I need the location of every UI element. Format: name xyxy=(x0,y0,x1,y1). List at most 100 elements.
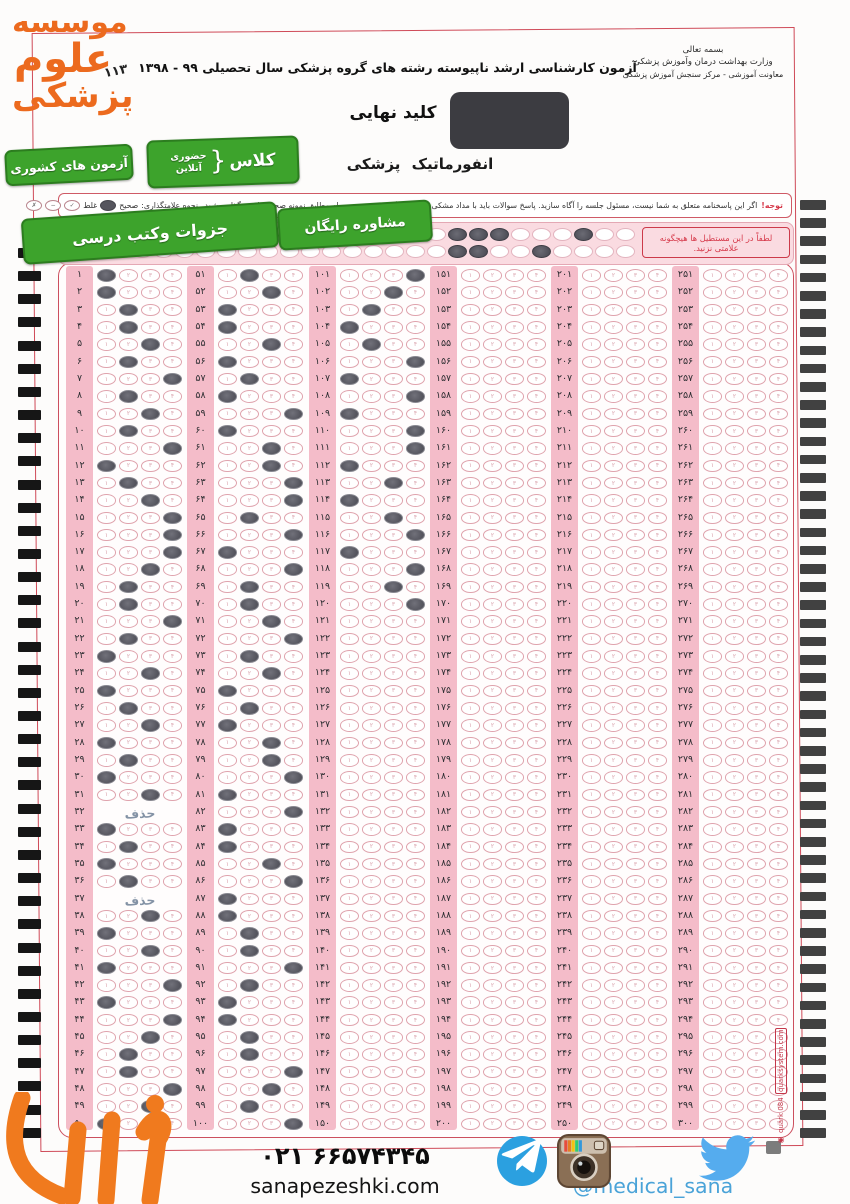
answer-bubble: ۲ xyxy=(604,511,623,524)
answer-bubble: ۳ xyxy=(505,546,524,559)
answer-bubble: ۳ xyxy=(262,1065,281,1079)
answer-bubble: ۲ xyxy=(725,511,744,524)
answer-bubble: ۲ xyxy=(240,996,259,1009)
answer-bubble: ۴ xyxy=(406,702,425,715)
question-number: ۲۵۲ xyxy=(677,286,694,298)
answer-bubble: ۳ xyxy=(384,857,403,871)
question-number: ۲۷۷ xyxy=(677,719,694,731)
answer-bubble: ۴ xyxy=(648,857,667,871)
answer-bubble: ۱ xyxy=(340,927,359,940)
answer-bubble: ۳ xyxy=(626,615,645,628)
question-number: ۲۵۶ xyxy=(677,355,694,367)
answer-bubble: ۱ xyxy=(703,1048,722,1061)
answer-bubble: ۴ xyxy=(527,979,546,992)
answer-bubble: ۴ xyxy=(163,390,182,403)
question-number: ۷۱ xyxy=(195,615,206,627)
answer-bubble: ۱ xyxy=(703,511,722,524)
answer-bubble: ۱ xyxy=(340,1065,359,1079)
answer-bubble: ۲ xyxy=(483,840,502,854)
answer-bubble: ۴ xyxy=(406,1083,425,1096)
answer-bubble: ۳ xyxy=(626,598,645,611)
answer-bubble: ۲ xyxy=(119,1100,138,1113)
question-number-column xyxy=(551,266,578,1130)
question-number: ۱۱۳ xyxy=(314,476,331,488)
answer-bubble: ۲ xyxy=(725,788,744,802)
answer-bubble: ۱ xyxy=(703,1100,722,1113)
answer-bubble: ۴ xyxy=(406,736,425,750)
question-number-column xyxy=(187,266,214,1130)
answer-bubble xyxy=(340,546,359,559)
answer-bubble: ۲ xyxy=(240,771,259,784)
answer-bubble xyxy=(340,459,359,472)
answer-bubble: ۳ xyxy=(505,424,524,438)
timing-mark xyxy=(18,271,41,282)
answer-bubble: ۳ xyxy=(747,805,766,819)
answer-bubble: ۳ xyxy=(626,1065,645,1079)
question-number: ۱۵۷ xyxy=(435,372,452,384)
answer-bubble: ۴ xyxy=(284,546,303,559)
answer-bubble xyxy=(218,355,237,369)
answer-bubble: ۳ xyxy=(626,944,645,957)
answer-bubble: ۲ xyxy=(119,615,138,628)
answer-bubble: ۲ xyxy=(119,650,138,663)
answer-bubble: ۴ xyxy=(648,338,667,351)
answer-bubble: ۲ xyxy=(362,771,381,784)
answer-bubble: ۳ xyxy=(747,303,766,317)
answer-bubble: ۱ xyxy=(340,1100,359,1113)
answer-bubble xyxy=(218,424,237,438)
timing-mark xyxy=(18,1127,41,1138)
question-number: ۱۴۳ xyxy=(314,996,331,1008)
question-number: ۱۹۰ xyxy=(435,944,452,956)
question-number: ۸۵ xyxy=(195,857,206,869)
answer-bubble: ۴ xyxy=(527,372,546,386)
answer-bubble: ۱ xyxy=(582,598,601,611)
strip-bubble xyxy=(553,228,572,241)
answer-bubble: ۴ xyxy=(163,875,182,888)
answer-bubble: ۱ xyxy=(340,563,359,576)
badge-national-label: آزمون های کشوری xyxy=(9,154,129,176)
answer-bubble: ۴ xyxy=(163,719,182,732)
answer-bubble xyxy=(141,338,160,351)
answer-bubble: ۲ xyxy=(240,754,259,767)
answer-bubble: ۴ xyxy=(527,823,546,836)
question-number: ۱۴۴ xyxy=(314,1013,331,1025)
answer-bubble: ۱ xyxy=(340,580,359,594)
answer-bubble: ۴ xyxy=(406,338,425,351)
answer-bubble: ۱ xyxy=(218,961,237,975)
answer-bubble: ۱ xyxy=(97,303,116,317)
answer-bubble: ۳ xyxy=(505,303,524,317)
answer-bubble: ۲ xyxy=(362,909,381,923)
question-number: ۱۴۷ xyxy=(314,1065,331,1077)
question-number: ۲۵۸ xyxy=(677,390,694,402)
answer-bubble: ۴ xyxy=(163,598,182,611)
answer-bubble: ۳ xyxy=(262,546,281,559)
strip-bubble xyxy=(511,244,530,258)
answer-bubble: ۴ xyxy=(769,286,788,299)
question-number: ۲۲۹ xyxy=(556,754,573,765)
answer-bubble: ۳ xyxy=(747,736,766,750)
question-number: ۲۵۷ xyxy=(677,372,694,384)
answer-bubble: ۳ xyxy=(141,286,160,299)
answer-bubble: ۴ xyxy=(769,702,788,715)
answer-bubble: ۲ xyxy=(240,528,259,542)
question-number: ۱۳۴ xyxy=(314,840,331,852)
question-number: ۹۴ xyxy=(195,1013,206,1025)
timing-mark xyxy=(800,1110,826,1120)
answer-bubble: ۲ xyxy=(483,286,502,299)
answer-bubble: ۳ xyxy=(141,459,160,472)
answer-bubble: ۱ xyxy=(340,788,359,802)
question-number: ۳۸ xyxy=(74,909,85,921)
question-number: ۱۸۴ xyxy=(435,840,452,852)
answer-bubble: ۴ xyxy=(769,424,788,438)
logo-line-2: علوم xyxy=(13,35,113,82)
answer-bubble: ۴ xyxy=(406,650,425,663)
question-number: ۲۷۶ xyxy=(677,702,694,713)
answer-bubble: ۲ xyxy=(604,840,623,854)
timing-mark xyxy=(18,363,41,374)
timing-mark xyxy=(18,1081,41,1092)
question-number: ۵۸ xyxy=(195,390,206,402)
answer-bubble: ۳ xyxy=(141,771,160,784)
answer-bubble: ۱ xyxy=(582,632,601,646)
question-number: ۱۹۷ xyxy=(435,1065,452,1077)
answer-bubble: ۱ xyxy=(582,944,601,957)
